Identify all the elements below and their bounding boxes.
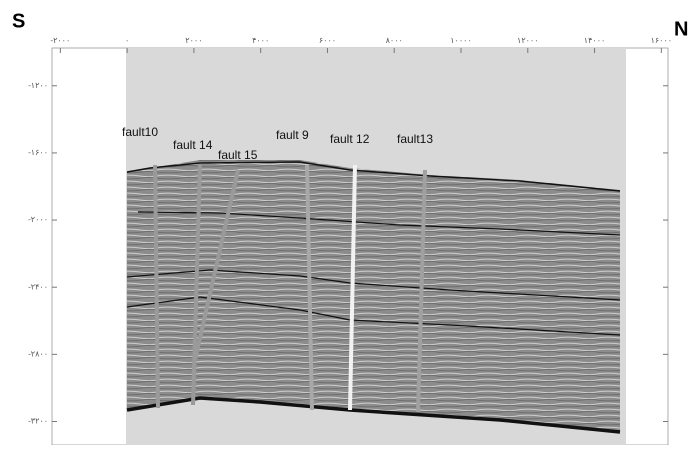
x-tick-label: ۶۰۰۰ [319,36,336,45]
y-tick-label: -۲۰۰۰ [28,215,48,224]
y-tick-label: -۳۲۰۰ [28,417,48,426]
fault-label: fault 14 [173,138,213,152]
fault-label: fault 9 [276,128,309,142]
x-tick-label: ۱۲۰۰۰ [517,36,538,45]
fault-label: fault 12 [330,132,370,146]
north-label: N [674,18,688,40]
y-tick-label: -۱۶۰۰ [28,148,48,157]
x-tick-label: ۸۰۰۰ [386,36,403,45]
x-tick-label: ۲۰۰۰ [185,36,202,45]
x-tick-label: ۱۴۰۰۰ [584,36,605,45]
south-label: S [12,10,25,32]
y-tick-label: -۲۴۰۰ [28,282,48,291]
x-tick-label: ۱۰۰۰۰ [450,36,471,45]
fault-label: fault 15 [218,148,258,162]
seismic-figure: S N fault10 fault 14 fault 15 fault 9 fa… [0,0,694,445]
x-tick-label: ۴۰۰۰ [252,36,269,45]
fault-label: fault13 [397,132,433,146]
x-tick-label: -۲۰۰۰ [50,36,70,45]
x-tick-label: ۰ [125,36,129,45]
x-tick-label: ۱۶۰۰۰ [651,36,672,45]
y-tick-label: -۲۸۰۰ [28,349,48,358]
y-tick-label: -۱۲۰۰ [28,81,48,90]
fault-label: fault10 [122,125,158,139]
